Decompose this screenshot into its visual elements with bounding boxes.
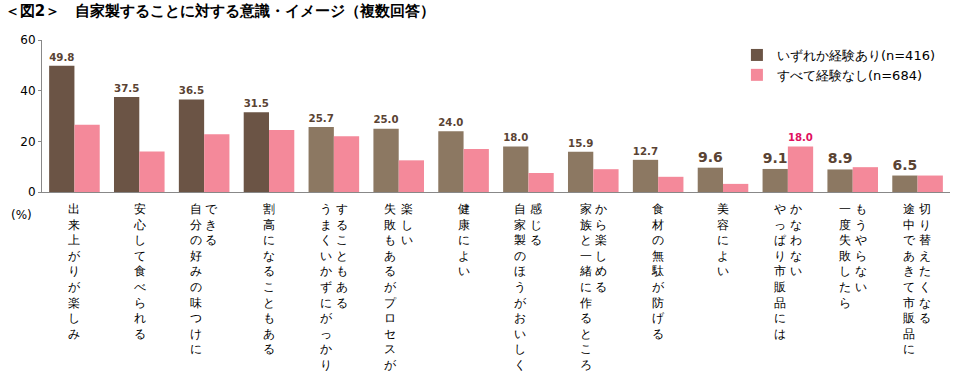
svg-text:6.5: 6.5	[893, 157, 918, 173]
svg-text:すべて経験なし(n=684): すべて経験なし(n=684)	[777, 68, 922, 83]
svg-text:31.5: 31.5	[244, 97, 269, 109]
svg-text:家族と一緒に作るところ: 家族と一緒に作るところ	[579, 202, 592, 372]
svg-text:40: 40	[20, 84, 35, 98]
svg-text:20: 20	[20, 135, 35, 149]
svg-text:25.0: 25.0	[373, 114, 398, 125]
svg-text:かなわない: かなわない	[790, 202, 802, 278]
svg-text:できる: できる	[205, 202, 218, 247]
svg-text:途中であきて市販品に: 途中であきて市販品に	[903, 202, 916, 356]
svg-text:から楽しめる: から楽しめる	[595, 202, 607, 294]
svg-text:49.8: 49.8	[49, 51, 74, 63]
svg-text:24.0: 24.0	[438, 117, 463, 128]
svg-text:0: 0	[28, 185, 36, 199]
svg-text:うまくいかずにがっかり: うまくいかずにがっかり	[320, 202, 333, 372]
svg-text:楽しい: 楽しい	[401, 202, 413, 247]
svg-text:切り替えたくなる: 切り替えたくなる	[919, 202, 931, 325]
svg-text:37.5: 37.5	[114, 82, 139, 94]
svg-text:15.9: 15.9	[568, 137, 593, 149]
svg-text:割高になることもある: 割高になることもある	[263, 202, 275, 356]
svg-text:12.7: 12.7	[633, 145, 658, 157]
svg-text:出来上がりが楽しみ: 出来上がりが楽しみ	[68, 202, 81, 341]
svg-text:美容によい: 美容によい	[717, 202, 729, 278]
svg-text:9.6: 9.6	[698, 149, 723, 165]
svg-text:60: 60	[20, 33, 35, 47]
svg-text:安心して食べられる: 安心して食べられる	[133, 202, 146, 341]
svg-text:失敗もあるがプロセスが: 失敗もあるがプロセスが	[384, 202, 397, 372]
svg-text:自分の好みの味つけに: 自分の好みの味つけに	[190, 202, 202, 356]
svg-text:感じる: 感じる	[530, 202, 542, 247]
svg-text:18.0: 18.0	[503, 132, 528, 143]
svg-text:18.0: 18.0	[788, 132, 813, 143]
svg-text:(%): (%)	[11, 208, 32, 222]
svg-text:食材の無駄が防げる: 食材の無駄が防げる	[651, 202, 665, 341]
svg-text:することもある: することもある	[336, 202, 348, 310]
svg-text:自家製のほうがおいしく: 自家製のほうがおいしく	[514, 202, 527, 372]
svg-text:9.1: 9.1	[763, 150, 788, 166]
svg-text:いずれか経験あり(n=416): いずれか経験あり(n=416)	[777, 48, 935, 63]
svg-text:一度失敗したら: 一度失敗したら	[839, 202, 851, 310]
svg-text:やっぱり市販品には: やっぱり市販品には	[774, 202, 786, 341]
svg-text:＜図2＞ 自家製することに対する意識・イメージ（複数回答）: ＜図2＞ 自家製することに対する意識・イメージ（複数回答）	[5, 2, 435, 20]
svg-text:25.7: 25.7	[309, 112, 334, 124]
svg-text:健康によい: 健康によい	[458, 202, 470, 278]
svg-text:36.5: 36.5	[179, 84, 204, 96]
svg-text:8.9: 8.9	[828, 150, 853, 166]
svg-text:もうやらない: もうやらない	[855, 202, 867, 294]
